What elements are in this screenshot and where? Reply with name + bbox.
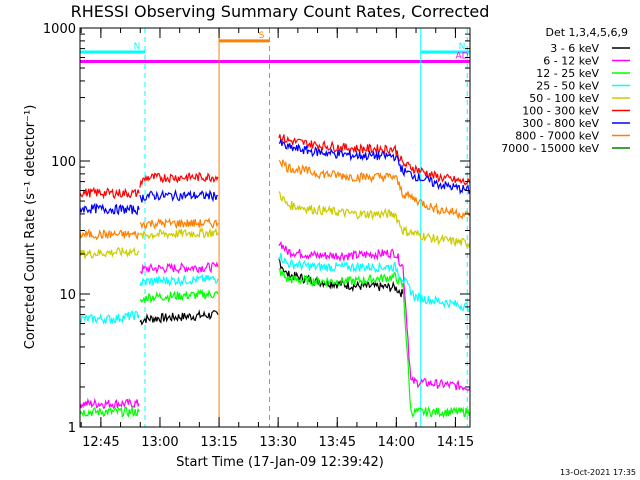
series-line [278,268,471,419]
series-lines [79,134,471,419]
footer-timestamp: 13-Oct-2021 17:35 [560,468,636,477]
series-line [278,139,471,196]
legend-entry-label: 100 - 300 keV [522,105,599,118]
series-line [139,261,219,275]
series-line [139,171,219,188]
legend-entry-label: 300 - 800 keV [522,117,599,130]
x-tick-label: 13:00 [141,435,178,450]
x-tick-label: 12:45 [82,435,119,450]
y-tick-label: 100 [51,155,76,170]
series-line [139,216,219,230]
series-line [278,159,470,220]
x-tick-label: 13:45 [319,435,356,450]
legend-entry-label: 25 - 50 keV [536,80,599,93]
plot-frame [79,27,471,428]
legend-title: Det 1,3,4,5,6,9 [545,26,628,39]
series-line [79,186,140,200]
series-line [278,191,471,249]
y-tick-label: 10 [59,288,76,303]
x-axis: 12:45 13:00 13:15 13:30 13:45 14:00 14:15 [80,28,474,450]
legend-entry-label: 12 - 25 keV [536,67,599,80]
marker-label: N [134,42,141,52]
x-axis-label: Start Time (17-Jan-09 12:39:42) [176,455,384,470]
marker-label: N [459,42,466,52]
legend-entry-label: 6 - 12 keV [543,55,599,68]
series-line [139,273,219,287]
marker-label: AD [455,51,468,61]
series-line [278,134,471,186]
series-line [139,288,219,304]
legend-entry-label: 50 - 100 keV [529,92,599,105]
instrument-state-markers: N N S AD [80,31,470,63]
state-boundary-lines [79,28,468,427]
legend-entry-label: 800 - 7000 keV [515,130,599,143]
x-tick-label: 14:00 [378,435,415,450]
legend-entry-label: 3 - 6 keV [550,42,599,55]
y-axis: 1 10 100 1000 [43,22,470,436]
series-line [79,397,140,410]
series-line [79,310,140,325]
marker-label: S [259,31,265,41]
y-axis-label: Corrected Count Rate (s⁻¹ detector⁻¹) [23,105,38,350]
series-line [79,405,140,419]
series-line [278,240,471,392]
series-line [139,309,219,326]
chart-title: RHESSI Observing Summary Count Rates, Co… [71,2,490,21]
y-tick-label: 1000 [43,22,76,37]
series-line [79,246,140,259]
x-tick-label: 14:15 [437,435,474,450]
legend-entry-label: 7000 - 15000 keV [501,142,599,155]
series-line [79,202,140,216]
series-line [278,252,471,313]
series-line [139,188,218,203]
x-tick-label: 13:15 [200,435,237,450]
x-tick-label: 13:30 [259,435,296,450]
series-line [139,226,219,240]
series-line [79,228,140,241]
y-tick-label: 1 [68,421,76,436]
